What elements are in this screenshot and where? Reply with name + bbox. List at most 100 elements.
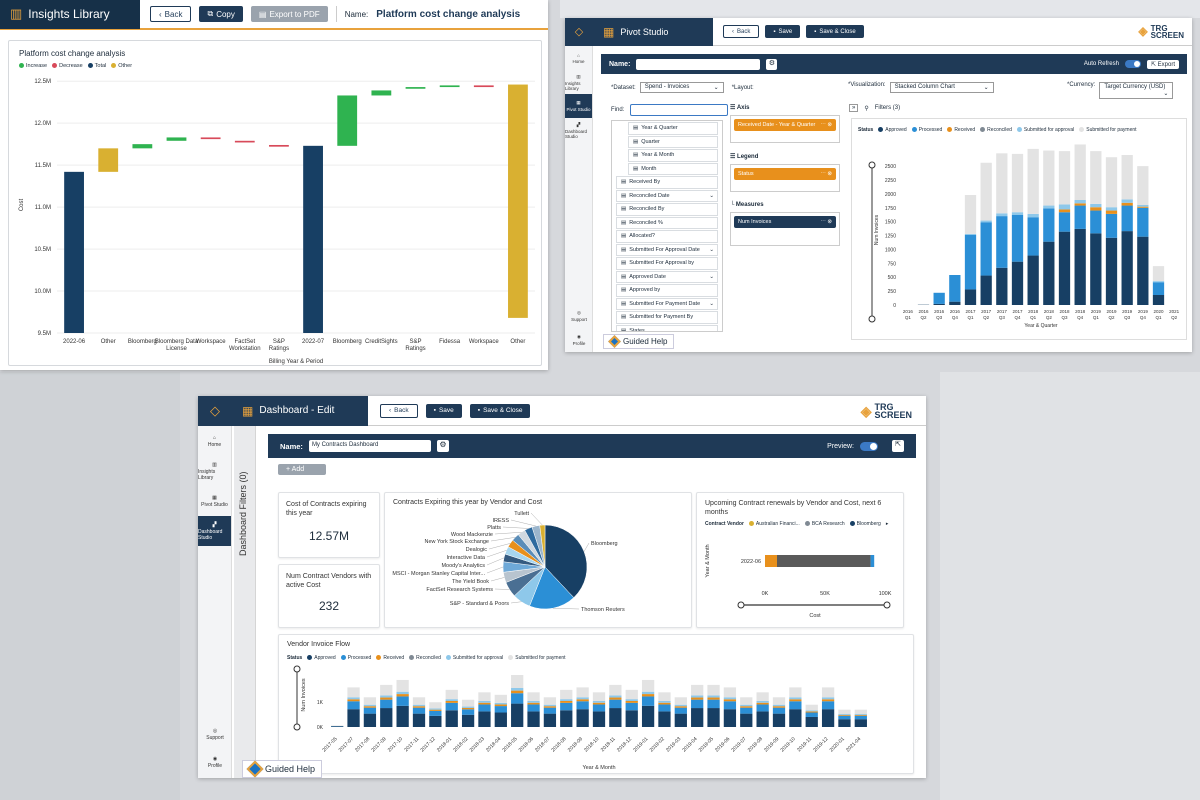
field-item[interactable]: ▤ Submitted For Approval by xyxy=(616,257,718,270)
name-label: Name: xyxy=(344,9,369,19)
nav-profile[interactable]: ◉ Profile xyxy=(572,334,586,346)
legend-item[interactable]: Submitted for approval xyxy=(445,655,503,661)
field-item[interactable]: ▤ Approved by xyxy=(616,284,718,297)
field-item[interactable]: ▤ Submitted for Payment By xyxy=(616,311,718,324)
visualization-select[interactable]: Stacked Column Chart ⌄ xyxy=(889,82,994,93)
export-button[interactable]: ⇱ Export xyxy=(1146,59,1179,69)
nav-dashboard[interactable]: ▞ Dashboard Studio xyxy=(198,516,231,546)
nav-profile[interactable]: ◉ Profile xyxy=(207,755,223,769)
nav-insights[interactable]: ▥ Insights Library xyxy=(198,461,217,481)
axis-pill[interactable]: Received Date - Year & Quarter ⋯ ⊗ xyxy=(734,119,836,131)
nav-pivot[interactable]: ▦ Pivot Studio xyxy=(201,494,228,508)
field-item[interactable]: ▤ Reconciled % xyxy=(616,216,718,229)
filter-icon: ⚲ xyxy=(864,105,869,112)
legend-next-icon[interactable]: ▸ xyxy=(885,521,889,527)
nav-support[interactable]: ◎ Support xyxy=(571,310,587,322)
add-widget-button[interactable]: + Add xyxy=(278,464,326,475)
field-item[interactable]: ▤ Received By xyxy=(616,176,718,189)
stacked-bar-segment xyxy=(380,684,393,696)
dataset-select[interactable]: Spend - Invoices ⌄ xyxy=(639,82,724,93)
field-label: Allocated? xyxy=(629,233,655,240)
stacked-bar-segment xyxy=(625,710,638,727)
legend-item[interactable]: Reconciled xyxy=(980,127,1012,133)
nav-home[interactable]: ⌂ Home xyxy=(572,52,585,64)
field-item[interactable]: ▤ Submitted For Approval Date ⌄ xyxy=(616,243,718,256)
gear-icon[interactable]: ⚙ xyxy=(766,58,778,70)
legend-item[interactable]: Bloomberg xyxy=(849,521,881,527)
legend-item[interactable]: Total xyxy=(87,63,107,69)
field-label: Reconciled By xyxy=(629,206,665,213)
chevron-down-icon[interactable]: ⌄ xyxy=(709,273,714,280)
back-button[interactable]: ‹ Back xyxy=(150,6,192,22)
chevron-down-icon[interactable]: ⌄ xyxy=(709,300,714,307)
legend-item[interactable]: Submitted for payment xyxy=(508,655,566,661)
user-icon: ◉ xyxy=(212,755,218,762)
field-item[interactable]: ▤ Year & Quarter xyxy=(628,122,718,135)
guided-help-button[interactable]: Guided Help xyxy=(242,760,323,778)
legend-item[interactable]: Decrease xyxy=(52,63,83,69)
guided-help-button[interactable]: Guided Help xyxy=(603,334,675,349)
chevron-down-icon[interactable]: ⌄ xyxy=(709,192,714,199)
chevron-down-icon[interactable]: ⌄ xyxy=(709,246,714,253)
auto-refresh-toggle[interactable] xyxy=(1124,60,1141,68)
stacked-bar-segment xyxy=(429,702,442,709)
legend-item[interactable]: Approved xyxy=(878,127,907,133)
x-tick-label: 2019-05 xyxy=(698,736,715,753)
export-pdf-button[interactable]: ▤ Export to PDF xyxy=(250,6,328,22)
expand-icon[interactable]: » xyxy=(849,104,859,112)
field-item[interactable]: ▤ Year & Month xyxy=(628,149,718,162)
filters-tab[interactable]: Dashboard Filters (0) xyxy=(234,426,256,778)
legend-item[interactable]: Processed xyxy=(340,655,371,661)
nav-dashboard[interactable]: ▞ Dashboard Studio xyxy=(565,121,588,139)
legend-pill[interactable]: Status ⋯ ⊗ xyxy=(734,168,836,180)
nav-pivot[interactable]: ▦ Pivot Studio xyxy=(565,94,592,118)
chevron-down-icon: ⌄ xyxy=(713,85,719,91)
x-axis-label: Year & Month xyxy=(582,765,615,771)
legend-item[interactable]: Australian Financi... xyxy=(748,521,800,527)
field-item[interactable]: ▤ Allocated? xyxy=(616,230,718,243)
field-item[interactable]: ▤ Quarter xyxy=(628,135,718,148)
preview-toggle[interactable] xyxy=(860,441,878,451)
legend-item[interactable]: Received xyxy=(947,127,975,133)
stacked-bar-segment xyxy=(805,711,818,713)
currency-select[interactable]: Target Currency (USD) ⌄ xyxy=(1099,82,1174,99)
field-item[interactable]: ▤ Approved Date ⌄ xyxy=(616,270,718,283)
name-input[interactable] xyxy=(636,58,761,70)
find-input[interactable] xyxy=(630,104,729,116)
nav-support[interactable]: ◎ Support xyxy=(206,727,224,741)
field-item[interactable]: ▤ Reconciled Date ⌄ xyxy=(616,189,718,202)
legend-item[interactable]: BCA Research xyxy=(804,521,845,527)
legend-item[interactable]: Reconciled xyxy=(409,655,441,661)
stacked-bar-segment xyxy=(478,711,491,727)
gear-icon[interactable]: ⚙ xyxy=(436,440,449,452)
measure-pill[interactable]: Num Invoices ⋯ ⊗ xyxy=(734,216,836,228)
dashboard-name-input[interactable]: My Contracts Dashboard xyxy=(308,440,431,452)
save-button[interactable]: ▪ Save xyxy=(425,403,462,418)
stacked-bar-segment xyxy=(1105,157,1118,208)
legend-item[interactable]: Approved xyxy=(307,655,336,661)
back-button[interactable]: ‹ Back xyxy=(723,25,760,38)
legend-item[interactable]: Increase xyxy=(19,63,47,69)
field-item[interactable]: ▤ Month xyxy=(628,162,718,175)
nav-insights[interactable]: ▥ Insights Library xyxy=(565,73,581,91)
save-close-button[interactable]: ▪ Save & Close xyxy=(806,25,864,38)
legend-swatch xyxy=(911,127,917,133)
legend-item[interactable]: Processed xyxy=(911,127,942,133)
stacked-bar-segment xyxy=(1121,231,1133,305)
field-item[interactable]: ▤ Reconciled By xyxy=(616,203,718,216)
field-item[interactable]: ▤ Submitted For Payment Date ⌄ xyxy=(616,297,718,310)
x-tick-label: FactSet xyxy=(234,339,255,345)
back-button[interactable]: ‹ Back xyxy=(380,403,418,418)
field-item[interactable]: ▤ States xyxy=(616,324,718,331)
open-external-icon[interactable]: ⇱ xyxy=(892,440,904,452)
x-tick-label: 2019-07 xyxy=(730,736,747,753)
legend-label: Total xyxy=(94,63,107,69)
save-button[interactable]: ▪ Save xyxy=(765,25,801,38)
legend-item[interactable]: Received xyxy=(376,655,404,661)
legend-item[interactable]: Submitted for approval xyxy=(1016,127,1074,133)
save-close-button[interactable]: ▪ Save & Close xyxy=(469,403,531,418)
copy-button[interactable]: ⧉ Copy xyxy=(199,6,243,22)
nav-home[interactable]: ⌂ Home xyxy=(207,434,222,448)
legend-item[interactable]: Submitted for payment xyxy=(1079,127,1137,133)
legend-item[interactable]: Other xyxy=(111,63,132,69)
